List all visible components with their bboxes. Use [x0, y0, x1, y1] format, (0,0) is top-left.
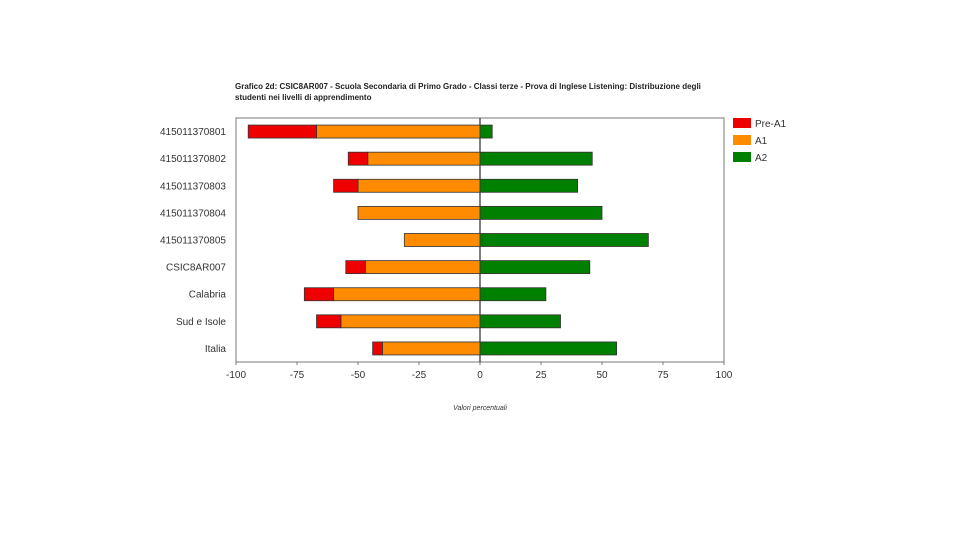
bar-pre-a1-1 [347, 151, 369, 166]
x-tick-label: -100 [226, 370, 246, 381]
category-label: 415011370801 [160, 127, 226, 138]
bar-a1-5 [364, 260, 481, 275]
category-label: 415011370804 [160, 208, 226, 219]
x-tick-label: -50 [351, 370, 366, 381]
bar-a1-8 [381, 341, 481, 356]
bar-pre-a1-0 [247, 124, 317, 139]
x-tick-label: 100 [716, 370, 733, 381]
bar-pre-a1-8 [372, 341, 383, 356]
x-tick-labels: -100 -75 -50 -25 0 25 50 75 100 [226, 362, 733, 381]
bar-a1-0 [316, 124, 481, 139]
bar-pre-a1-5 [345, 260, 366, 275]
category-labels: 415011370801 415011370802 415011370803 4150… [160, 127, 226, 355]
x-tick-label: -75 [290, 370, 305, 381]
legend-swatch [733, 135, 751, 145]
bar-pre-a1-2 [333, 178, 359, 193]
legend-label: A2 [755, 153, 768, 164]
bar-a2-4 [479, 233, 649, 247]
bar-a2-2 [479, 178, 578, 193]
category-label: Calabria [189, 290, 227, 301]
category-label: 415011370805 [160, 236, 226, 247]
legend-swatch [733, 152, 751, 162]
category-label: Sud e Isole [176, 317, 226, 328]
category-label: Italia [205, 344, 227, 355]
category-label: CSIC8AR007 [166, 263, 226, 274]
bar-a1-1 [367, 151, 481, 166]
legend-swatch [733, 118, 751, 128]
legend-label: A1 [755, 136, 768, 147]
x-tick-label: 75 [657, 370, 669, 381]
x-tick-label: -25 [412, 370, 427, 381]
category-label: 415011370802 [160, 154, 226, 165]
x-tick-label: 25 [535, 370, 547, 381]
bar-a2-8 [479, 341, 618, 356]
category-label: 415011370803 [160, 181, 226, 192]
bar-a2-7 [479, 314, 561, 329]
bar-a1-3 [357, 205, 481, 220]
x-tick-label: 0 [477, 370, 483, 381]
bar-a2-3 [479, 205, 603, 220]
bars-group [247, 124, 649, 356]
bar-a2-5 [479, 260, 591, 275]
bar-a2-1 [479, 151, 593, 166]
bar-a1-4 [403, 233, 481, 247]
bar-a1-2 [357, 178, 481, 193]
bar-pre-a1-7 [316, 314, 342, 329]
x-tick-label: 50 [596, 370, 608, 381]
legend-label: Pre-A1 [755, 119, 787, 130]
chart-title: Grafico 2d: CSIC8AR007 - Scuola Secondar… [235, 82, 701, 102]
bar-a1-7 [340, 314, 481, 329]
bar-a1-6 [333, 287, 481, 302]
bar-a2-6 [479, 287, 547, 302]
x-axis-title: Valori percentuali [453, 405, 507, 412]
bar-pre-a1-6 [303, 287, 335, 302]
legend: Pre-A1 A1 A2 [733, 118, 787, 164]
bar-a2-0 [479, 124, 493, 139]
